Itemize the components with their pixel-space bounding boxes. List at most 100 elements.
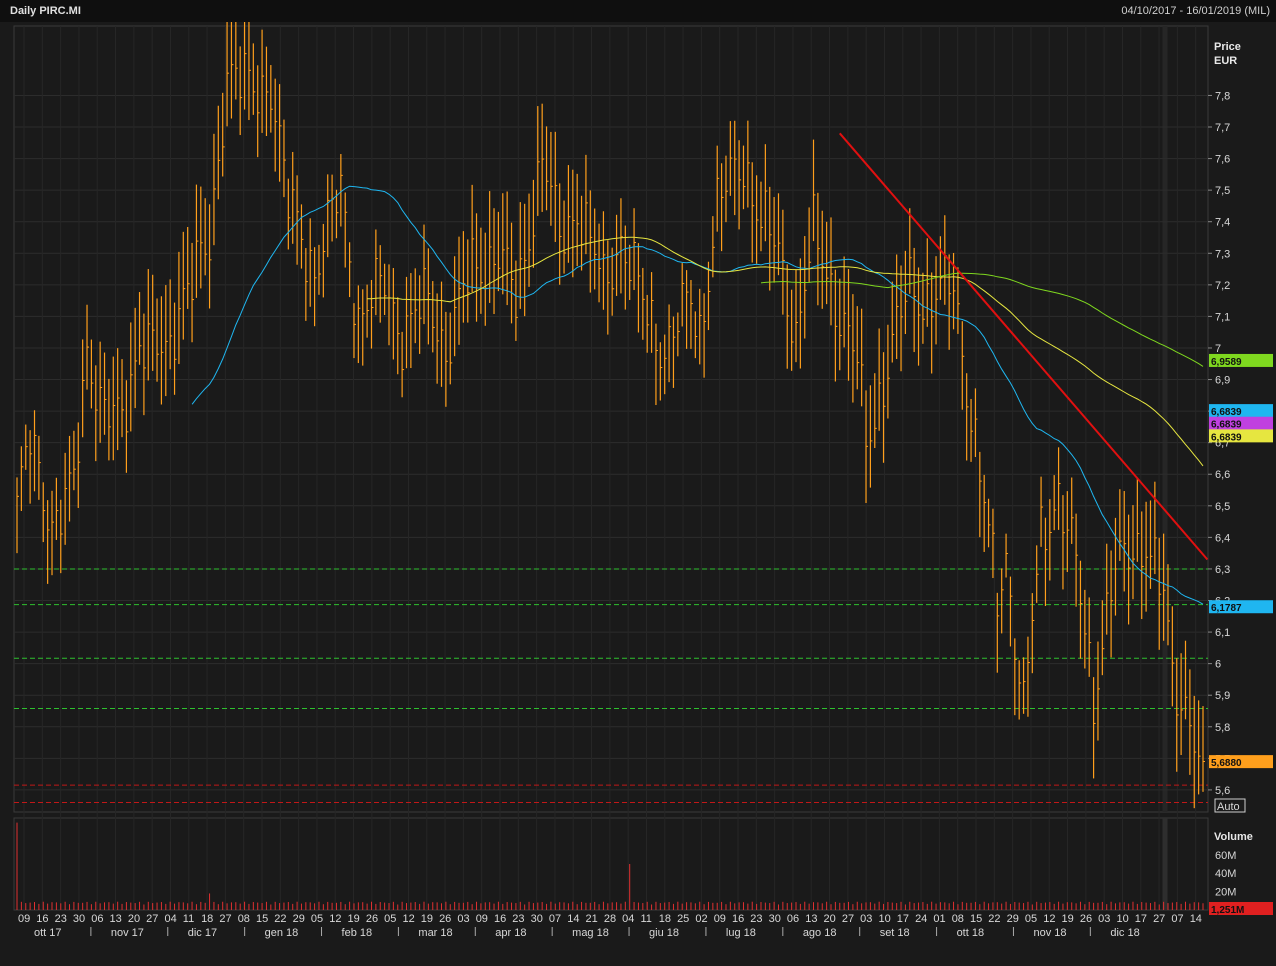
- month-tick-label: set 18: [880, 927, 910, 939]
- day-tick-label: 30: [769, 913, 781, 925]
- day-tick-label: 28: [604, 913, 616, 925]
- price-tick-label: 7,4: [1215, 217, 1230, 229]
- price-tick-label: 6,6: [1215, 469, 1230, 481]
- price-tick-label: 7: [1215, 343, 1221, 355]
- value-tag-label: 6,9589: [1211, 357, 1242, 368]
- day-tick-label: 24: [915, 913, 927, 925]
- trendline: [839, 132, 1209, 561]
- day-tick-label: 25: [677, 913, 689, 925]
- moving-average-yellow: [367, 236, 1204, 467]
- day-tick-label: 23: [750, 913, 762, 925]
- day-tick-label: 10: [878, 913, 890, 925]
- month-tick-label: giu 18: [649, 927, 679, 939]
- day-tick-label: 26: [439, 913, 451, 925]
- price-tick-label: 7,6: [1215, 154, 1230, 166]
- day-tick-label: 05: [311, 913, 323, 925]
- month-tick-label: mag 18: [572, 927, 609, 939]
- day-tick-label: 17: [1135, 913, 1147, 925]
- price-tick-label: 7,3: [1215, 248, 1230, 260]
- day-tick-label: 08: [952, 913, 964, 925]
- value-tag: [1209, 404, 1273, 418]
- chart-area: Price EUR 5,65,75,85,966,16,26,36,46,56,…: [0, 22, 1276, 966]
- price-tick-label: 7,8: [1215, 90, 1230, 102]
- day-tick-label: 23: [512, 913, 524, 925]
- value-tag-label: 6,6839: [1211, 420, 1242, 431]
- day-tick-label: 12: [1043, 913, 1055, 925]
- month-tick-label: gen 18: [265, 927, 299, 939]
- day-tick-label: 16: [36, 913, 48, 925]
- day-tick-label: 13: [110, 913, 122, 925]
- day-tick-label: 20: [824, 913, 836, 925]
- price-tick-label: 6,1: [1215, 627, 1230, 639]
- time-axis: 09 16 23 30 06 13 20 27 04 11 18 27 08 15 22 29 05 12 19 26…: [18, 913, 1202, 939]
- price-bars: [16, 22, 1205, 809]
- day-tick-label: 22: [274, 913, 286, 925]
- day-tick-label: 11: [183, 913, 194, 925]
- month-tick-label: dic 17: [188, 927, 217, 939]
- auto-button-label: Auto: [1217, 801, 1240, 813]
- price-panel-frame: [13, 25, 1209, 813]
- price-tick-label: 6,4: [1215, 532, 1230, 544]
- day-tick-label: 04: [164, 913, 176, 925]
- month-tick-label: ott 17: [34, 927, 62, 939]
- price-tick-label: 5,8: [1215, 722, 1230, 734]
- price-tick-label: 6,9: [1215, 375, 1230, 387]
- day-tick-label: 15: [970, 913, 982, 925]
- auto-button[interactable]: Auto: [1214, 798, 1246, 813]
- month-tick-label: apr 18: [495, 927, 526, 939]
- title-bar: Daily PIRC.MI 04/10/2017 - 16/01/2019 (M…: [0, 0, 1276, 22]
- day-tick-label: 06: [91, 913, 103, 925]
- day-tick-label: 01: [933, 913, 945, 925]
- day-tick-label: 09: [714, 913, 726, 925]
- day-tick-label: 07: [1171, 913, 1183, 925]
- day-tick-label: 19: [348, 913, 360, 925]
- day-tick-label: 29: [1007, 913, 1019, 925]
- volume-tick-label: 60M: [1215, 850, 1236, 862]
- day-tick-label: 05: [1025, 913, 1037, 925]
- chart-title: Daily PIRC.MI: [10, 5, 81, 17]
- day-tick-label: 30: [531, 913, 543, 925]
- month-tick-label: ago 18: [803, 927, 837, 939]
- day-tick-label: 14: [567, 913, 579, 925]
- month-tick-label: nov 17: [111, 927, 144, 939]
- value-tag-label: 6,6839: [1211, 432, 1242, 443]
- day-tick-label: 26: [1080, 913, 1092, 925]
- month-tick-label: lug 18: [726, 927, 756, 939]
- month-tick-label: dic 18: [1110, 927, 1139, 939]
- moving-average-green: [760, 272, 1204, 367]
- price-tick-label: 7,7: [1215, 122, 1230, 134]
- day-tick-label: 03: [457, 913, 469, 925]
- day-tick-label: 27: [1153, 913, 1165, 925]
- month-tick-label: nov 18: [1033, 927, 1066, 939]
- day-tick-label: 03: [1098, 913, 1110, 925]
- day-tick-label: 29: [293, 913, 305, 925]
- value-tag-label: 6,6839: [1211, 407, 1242, 418]
- volume-panel-frame: [13, 817, 1209, 911]
- day-tick-label: 14: [1190, 913, 1202, 925]
- month-tick-label: ott 18: [957, 927, 985, 939]
- value-tag: [1209, 755, 1273, 769]
- day-tick-label: 18: [201, 913, 213, 925]
- day-tick-label: 15: [256, 913, 268, 925]
- price-tick-label: 5,6: [1215, 785, 1230, 797]
- day-tick-label: 06: [787, 913, 799, 925]
- day-tick-label: 03: [860, 913, 872, 925]
- value-tag: [1209, 353, 1273, 367]
- price-tick-label: 7,2: [1215, 280, 1230, 292]
- date-range: 04/10/2017 - 16/01/2019 (MIL): [1121, 5, 1270, 17]
- day-tick-label: 16: [494, 913, 506, 925]
- price-axis-unit: EUR: [1214, 55, 1237, 67]
- price-tick-label: 6,3: [1215, 564, 1230, 576]
- horizontal-levels: [14, 568, 1208, 804]
- month-tick-label: feb 18: [342, 927, 373, 939]
- day-tick-label: 27: [146, 913, 158, 925]
- moving-averages: [191, 185, 1204, 605]
- day-tick-label: 16: [732, 913, 744, 925]
- trendline-segment: [839, 132, 1209, 561]
- day-tick-label: 21: [586, 913, 598, 925]
- day-tick-label: 19: [1062, 913, 1074, 925]
- month-tick-label: mar 18: [418, 927, 452, 939]
- day-tick-label: 10: [1116, 913, 1128, 925]
- volume-tick-label: 20M: [1215, 887, 1236, 899]
